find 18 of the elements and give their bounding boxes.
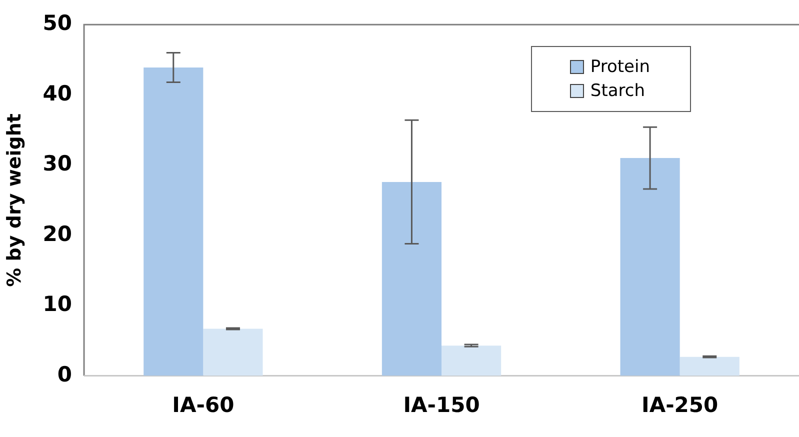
x-tick-label: IA-250 — [642, 392, 718, 417]
y-tick-label: 40 — [42, 81, 72, 106]
y-tick-label: 30 — [42, 152, 72, 176]
y-tick-label: 20 — [42, 222, 72, 246]
y-tick-label: 0 — [57, 362, 72, 386]
y-tick-label: 50 — [42, 11, 72, 36]
y-axis-title: % by dry weight — [3, 114, 26, 287]
legend-label: Protein — [590, 57, 650, 77]
y-tick-label: 10 — [42, 292, 72, 316]
bar — [382, 182, 442, 376]
bar — [620, 158, 680, 376]
bar — [203, 328, 263, 376]
bar — [680, 356, 740, 376]
bar — [144, 67, 204, 376]
bar — [442, 346, 502, 376]
x-tick-label: IA-60 — [172, 392, 234, 417]
legend-label: Starch — [590, 81, 646, 101]
x-tick-label: IA-150 — [403, 392, 480, 417]
